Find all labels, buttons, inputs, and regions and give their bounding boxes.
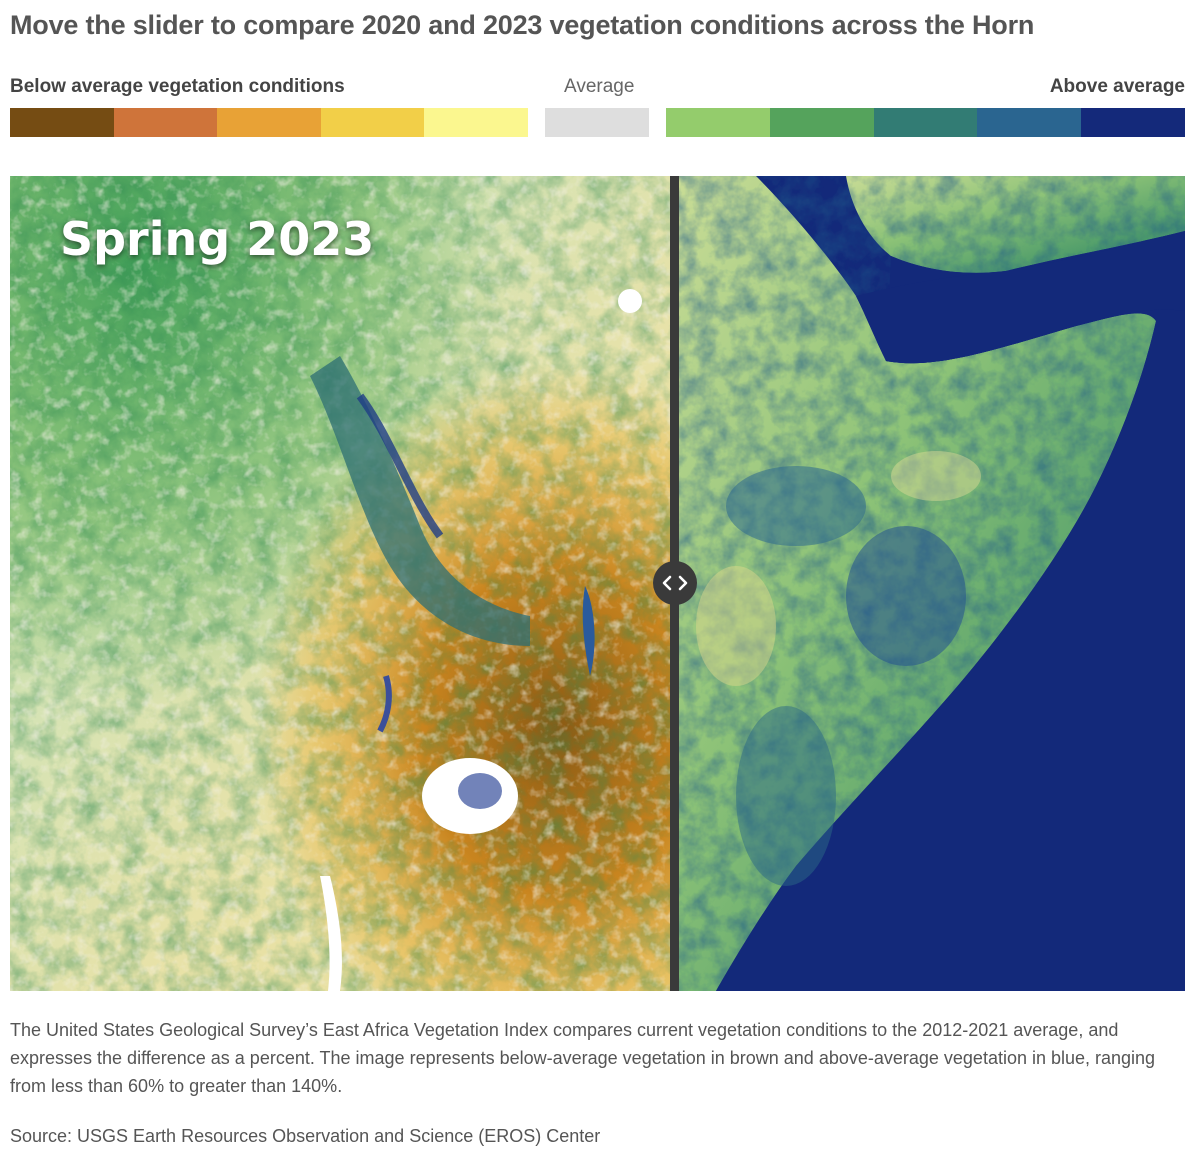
map-caption: The United States Geological Survey’s Ea… bbox=[10, 1020, 1156, 1096]
legend-labels: Below average vegetation conditions Aver… bbox=[10, 76, 1185, 98]
legend-below-swatch-3 bbox=[217, 108, 321, 137]
legend-above-swatch-1 bbox=[666, 108, 770, 137]
legend-average-label: Average bbox=[564, 76, 635, 97]
source-credit: Source: USGS Earth Resources Observation… bbox=[10, 1126, 601, 1146]
legend-below-swatch-5 bbox=[424, 108, 528, 137]
slider-handle[interactable] bbox=[653, 561, 697, 605]
page-title: Move the slider to compare 2020 and 2023… bbox=[10, 10, 1035, 40]
legend-below-swatch-2 bbox=[113, 108, 218, 137]
map-year-label: Spring 2023 bbox=[60, 212, 375, 266]
legend-above-swatch-3 bbox=[873, 108, 978, 137]
legend-below-label: Below average vegetation conditions bbox=[10, 76, 345, 97]
legend-below-swatch-4 bbox=[320, 108, 425, 137]
comparison-slider[interactable]: Spring 2023 bbox=[10, 176, 1185, 991]
legend-above-bar bbox=[666, 108, 1185, 137]
legend-above-swatch-4 bbox=[977, 108, 1082, 137]
legend-average-swatch-1 bbox=[545, 108, 649, 137]
legend-average-bar bbox=[545, 108, 649, 137]
legend-above-swatch-5 bbox=[1081, 108, 1185, 137]
legend-above-swatch-2 bbox=[769, 108, 874, 137]
legend-below-swatch-1 bbox=[10, 108, 114, 137]
map-2020-image bbox=[676, 176, 1185, 991]
legend-above-label: Above average bbox=[1049, 76, 1185, 97]
map-2023-image: Spring 2023 bbox=[10, 176, 676, 991]
left-right-arrows-icon bbox=[662, 575, 688, 591]
legend-below-bar bbox=[10, 108, 528, 137]
